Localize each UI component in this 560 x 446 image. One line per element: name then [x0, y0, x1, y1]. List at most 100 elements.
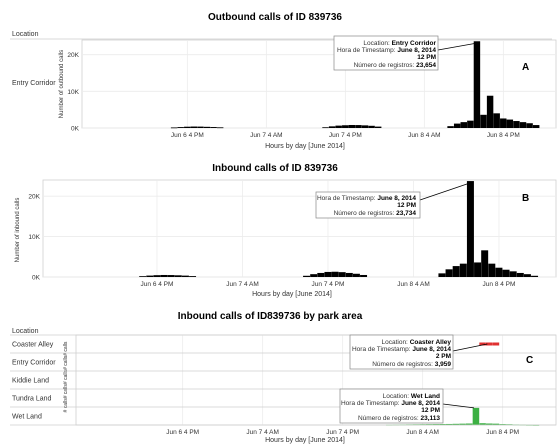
bar[interactable]: [324, 271, 332, 277]
bar[interactable]: [460, 122, 467, 128]
row-label: Kiddie Land: [12, 378, 49, 385]
bar[interactable]: [479, 342, 486, 346]
bar[interactable]: [526, 123, 533, 128]
bar[interactable]: [481, 250, 489, 277]
inbound-plot-area: Jun 6 4 PM Jun 7 4 AM Jun 7 4 PM Jun 8 4 AM…: [28, 179, 557, 288]
bar[interactable]: [480, 114, 487, 128]
bar[interactable]: [495, 267, 503, 277]
bar[interactable]: [499, 424, 506, 425]
bar[interactable]: [335, 125, 342, 128]
bar[interactable]: [519, 122, 527, 128]
bar[interactable]: [492, 423, 500, 425]
bar[interactable]: [459, 263, 467, 277]
bar[interactable]: [467, 120, 474, 128]
bar[interactable]: [160, 274, 168, 277]
bar[interactable]: [146, 275, 154, 277]
bar[interactable]: [190, 126, 198, 128]
bar[interactable]: [439, 424, 446, 425]
outbound-tooltip: Location: Entry Corridor Hora de Timesta…: [333, 35, 439, 71]
bar[interactable]: [438, 273, 446, 277]
tooltip-pointer: [452, 343, 488, 352]
bar[interactable]: [452, 423, 460, 425]
bar[interactable]: [492, 342, 500, 346]
bar[interactable]: [426, 424, 433, 425]
y-tick-label: 20K: [67, 52, 79, 59]
bar[interactable]: [532, 125, 540, 128]
bar[interactable]: [345, 272, 353, 277]
bar[interactable]: [472, 407, 480, 425]
bar[interactable]: [516, 272, 524, 277]
bar[interactable]: [488, 263, 496, 277]
bar[interactable]: [452, 266, 460, 277]
tooltip-pointer: [442, 403, 475, 409]
bar[interactable]: [500, 118, 507, 128]
bar[interactable]: [167, 275, 175, 277]
park-area-panel-label: C: [526, 355, 533, 366]
park-area-y-axis-label: # calls# calls# calls# calls# calls: [63, 341, 69, 412]
bar[interactable]: [447, 126, 454, 128]
bar[interactable]: [181, 275, 189, 277]
bar[interactable]: [310, 274, 318, 277]
bar[interactable]: [368, 125, 375, 128]
outbound-chart-title: Outbound calls of ID 839736: [208, 12, 342, 23]
x-tick-label: Jun 8 4 PM: [483, 281, 516, 288]
bar[interactable]: [352, 273, 360, 277]
row-label: Coaster Alley: [12, 342, 54, 349]
bar[interactable]: [139, 276, 147, 277]
tooltip-pointer: [419, 182, 470, 201]
x-tick-label: Jun 6 4 PM: [171, 132, 204, 139]
bar[interactable]: [184, 126, 191, 128]
bar[interactable]: [361, 125, 369, 128]
bar[interactable]: [170, 127, 178, 129]
inbound-tooltip-time: Hora de Timestamp: June 8, 2014: [317, 195, 416, 202]
bar[interactable]: [473, 41, 481, 129]
bar[interactable]: [342, 125, 349, 128]
bar[interactable]: [523, 274, 531, 277]
bar[interactable]: [177, 127, 184, 128]
bar[interactable]: [502, 269, 510, 277]
bar[interactable]: [189, 276, 197, 277]
bar[interactable]: [303, 275, 311, 277]
bar[interactable]: [486, 342, 493, 346]
bar[interactable]: [153, 275, 161, 277]
bar[interactable]: [216, 127, 224, 129]
wet-land-tooltip: Location: Wet Land Hora de Timestamp: Ju…: [339, 388, 444, 424]
bar[interactable]: [197, 126, 204, 128]
bar[interactable]: [338, 272, 346, 277]
outbound-location-header: Location: [12, 31, 39, 38]
bar[interactable]: [486, 423, 493, 425]
wet-land-tooltip-box: [339, 388, 444, 424]
bar[interactable]: [348, 124, 356, 128]
y-tick-label: 0K: [71, 126, 80, 133]
outbound-chart: Outbound calls of ID 839736 Location Ent…: [10, 12, 557, 150]
bar[interactable]: [493, 113, 500, 128]
bar[interactable]: [459, 423, 466, 425]
bar[interactable]: [328, 126, 336, 128]
bar[interactable]: [446, 423, 453, 425]
bar[interactable]: [479, 423, 486, 425]
bar[interactable]: [513, 121, 520, 128]
bar[interactable]: [474, 262, 482, 277]
bar[interactable]: [331, 271, 339, 277]
outbound-plot-area: Jun 6 4 PM Jun 7 4 AM Jun 7 4 PM Jun 8 4 AM…: [67, 39, 557, 139]
bar[interactable]: [506, 119, 514, 128]
bar[interactable]: [531, 275, 539, 277]
bar[interactable]: [432, 424, 440, 425]
bar[interactable]: [317, 272, 325, 277]
bar[interactable]: [453, 123, 461, 128]
bar[interactable]: [466, 181, 474, 277]
bar[interactable]: [509, 271, 517, 277]
bar[interactable]: [174, 275, 182, 277]
bar[interactable]: [466, 423, 473, 425]
bar[interactable]: [210, 127, 217, 128]
wet-land-tooltip-location: Location: Wet Land: [383, 393, 440, 400]
x-tick-label: Jun 7 4 PM: [329, 132, 362, 139]
bar[interactable]: [203, 126, 211, 128]
bar[interactable]: [374, 126, 382, 128]
bar[interactable]: [486, 95, 494, 128]
bar[interactable]: [355, 125, 362, 128]
bar[interactable]: [360, 274, 368, 277]
bar[interactable]: [322, 127, 329, 129]
park-area-location-header: Location: [12, 328, 39, 335]
bar[interactable]: [445, 269, 453, 277]
